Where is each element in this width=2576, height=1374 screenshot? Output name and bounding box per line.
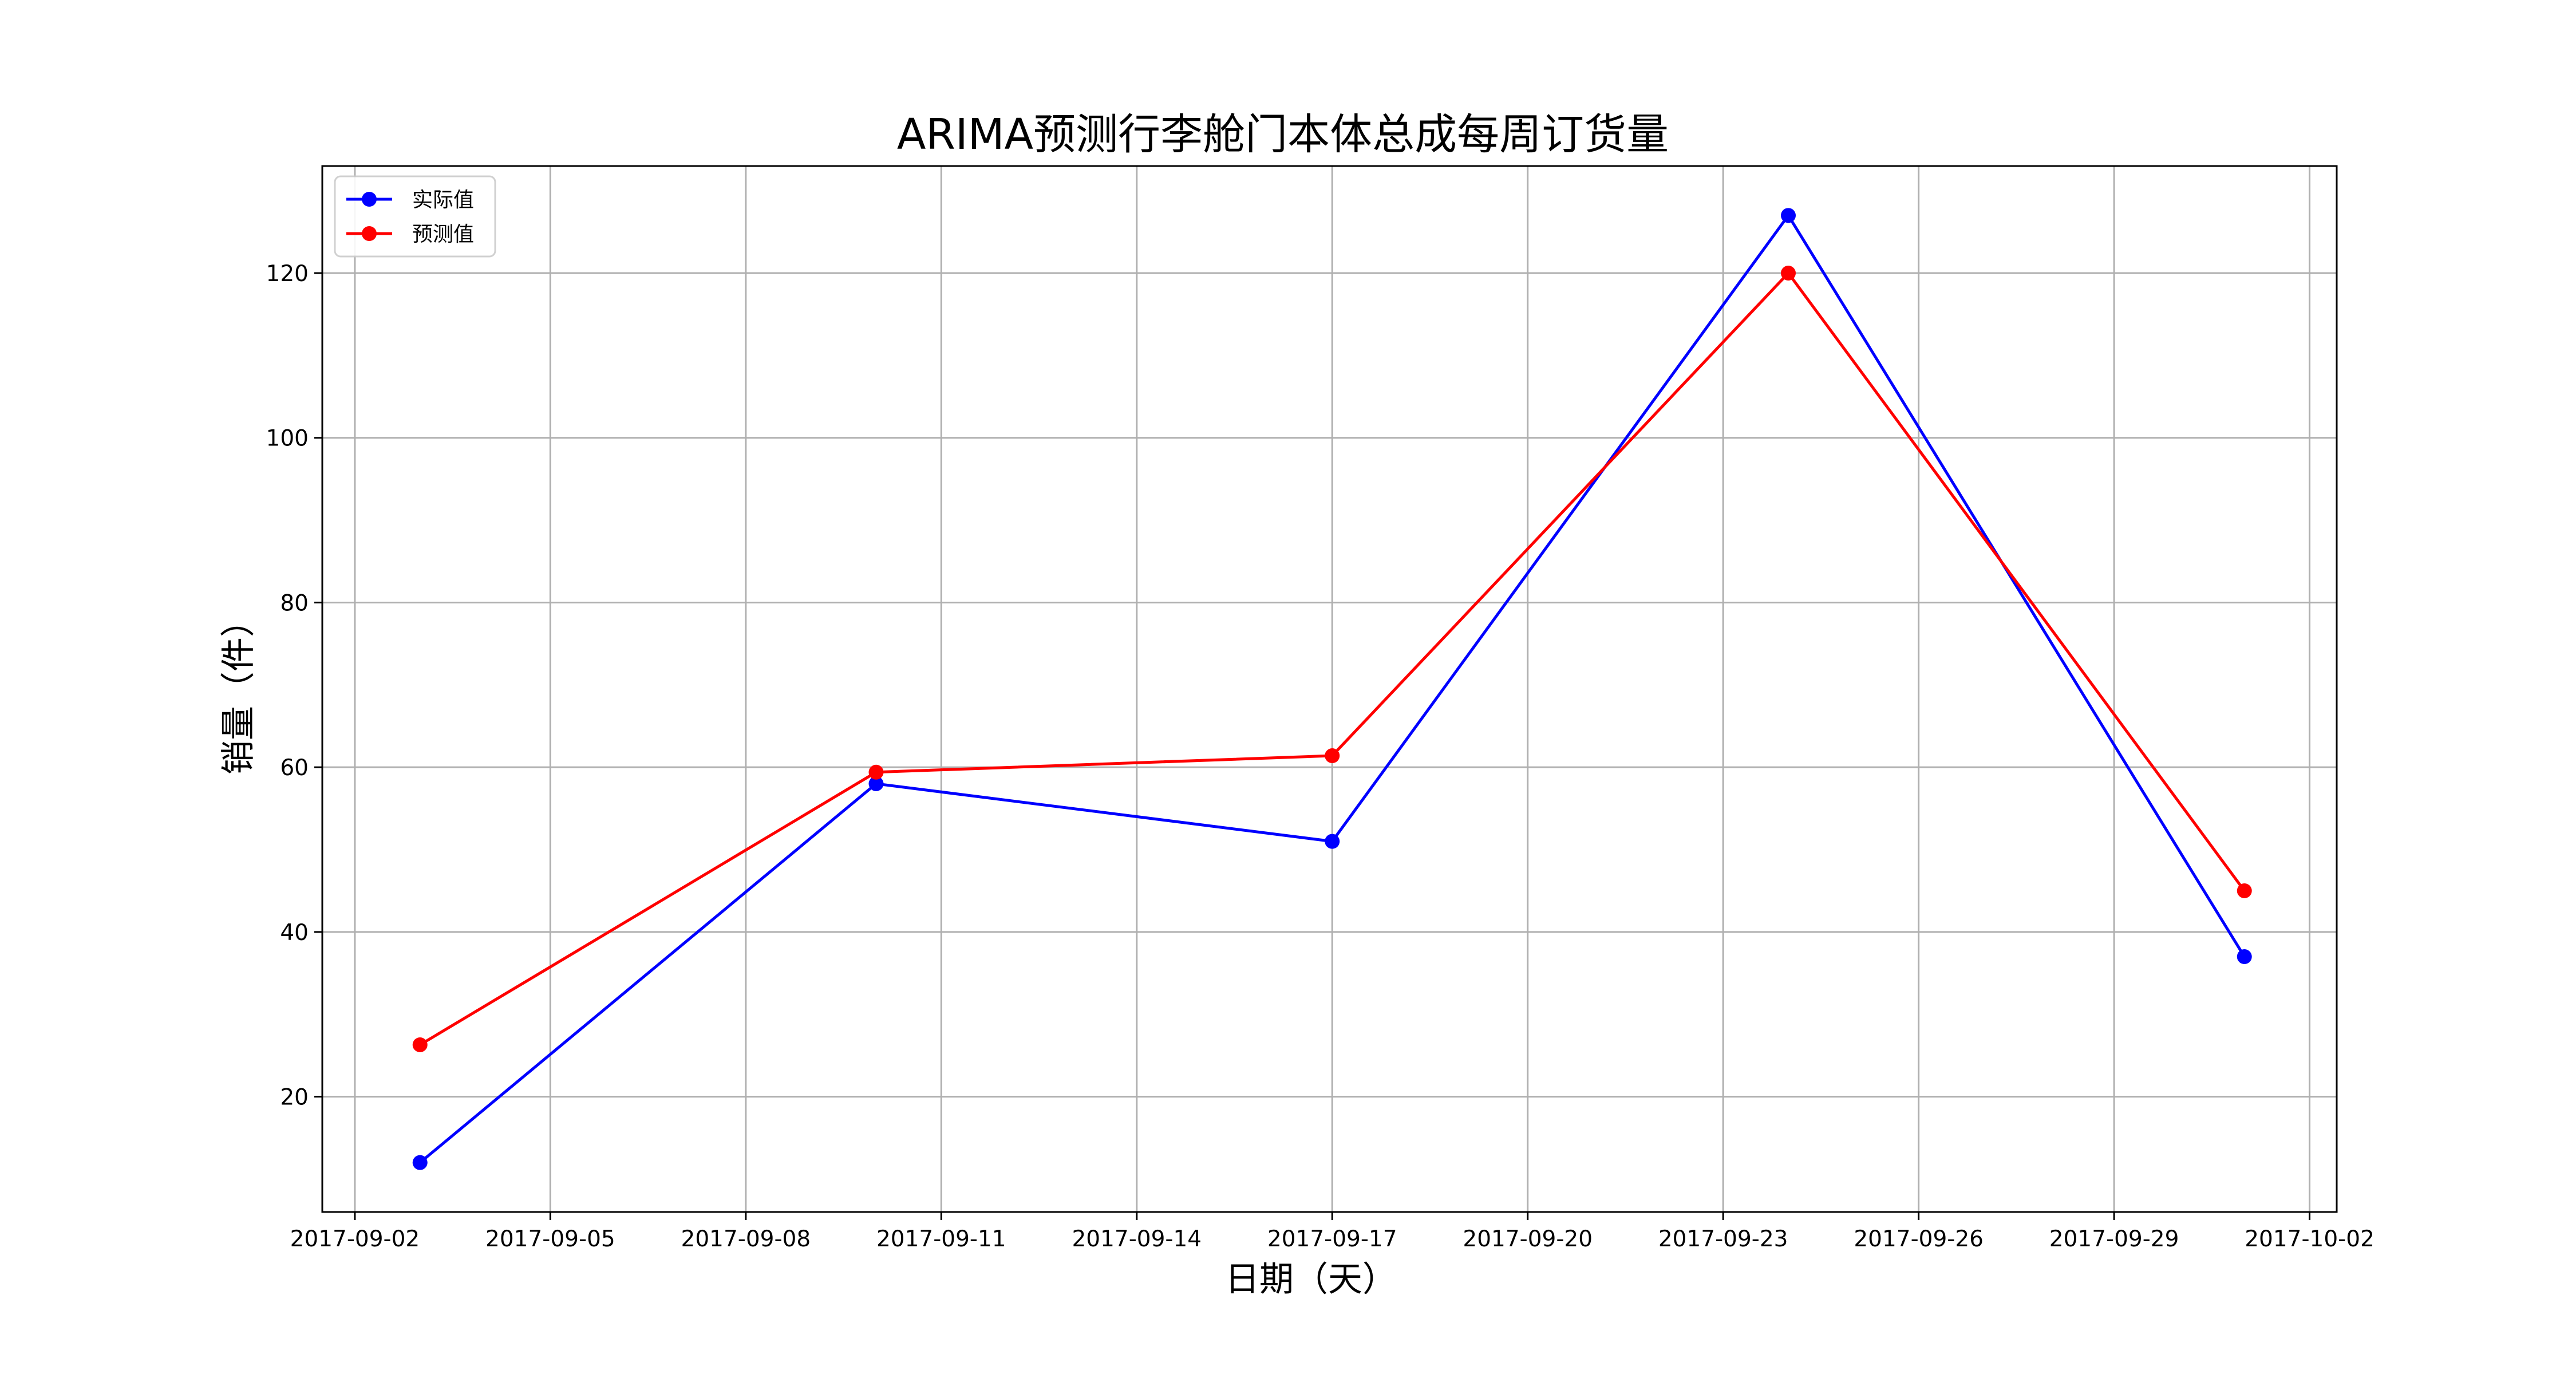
y-tick-label: 80 (280, 590, 309, 616)
x-tick-label: 2017-09-11 (876, 1226, 1006, 1252)
chart-title: ARIMA预测行李舱门本体总成每周订货量 (897, 110, 1669, 159)
y-tick-label: 40 (280, 920, 309, 946)
y-tick-label: 120 (266, 261, 309, 287)
x-axis-label: 日期（天） (1225, 1260, 1397, 1300)
series-1-point (412, 1155, 428, 1170)
x-tick-label: 2017-09-02 (290, 1226, 420, 1252)
y-tick-label: 20 (280, 1085, 309, 1111)
x-tick-label: 2017-09-20 (1463, 1226, 1593, 1252)
x-tick-label: 2017-09-08 (681, 1226, 811, 1252)
legend-marker-2 (362, 226, 377, 241)
series-1-point (868, 776, 884, 791)
axis-ticks: 2017-09-02 2017-09-05 2017-09-08 2017-09-11… (266, 261, 2374, 1252)
x-tick-label: 2017-09-29 (2049, 1226, 2179, 1252)
legend-label-2: 预测值 (412, 223, 474, 246)
y-tick-label: 60 (280, 755, 309, 781)
series-1-point (1325, 834, 1340, 849)
series-2-point (1780, 266, 1796, 281)
legend-marker-1 (362, 192, 377, 207)
series-2-point (2237, 883, 2252, 898)
plot-frame (321, 165, 2338, 1213)
series-1-point (2237, 949, 2252, 965)
series-1-point (1780, 208, 1796, 223)
legend-label-1: 实际值 (412, 188, 474, 212)
x-tick-label: 2017-10-02 (2245, 1226, 2374, 1252)
x-tick-label: 2017-09-26 (1854, 1226, 1984, 1252)
series-layer (412, 208, 2252, 1170)
x-tick-label: 2017-09-23 (1658, 1226, 1788, 1252)
x-tick-label: 2017-09-17 (1267, 1226, 1397, 1252)
series-2-point (868, 764, 884, 780)
y-tick-label: 100 (266, 426, 309, 452)
y-axis-label: 销量（件） (219, 603, 259, 775)
series-2-point (412, 1037, 428, 1052)
series-2-point (1325, 748, 1340, 764)
x-tick-label: 2017-09-05 (485, 1226, 615, 1252)
x-tick-label: 2017-09-14 (1072, 1226, 1202, 1252)
